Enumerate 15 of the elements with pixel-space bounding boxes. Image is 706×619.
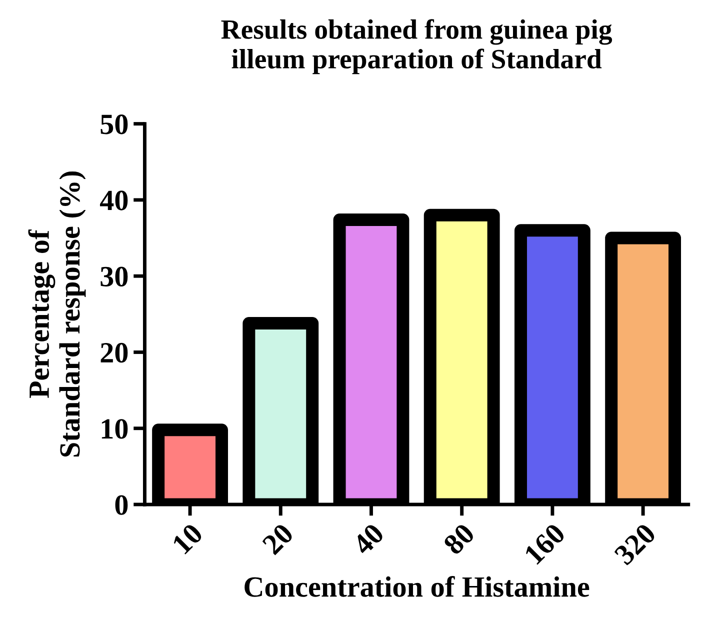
x-tick-label: 40 [351,522,385,556]
y-axis-title: Percentage of Standard response (%) [28,171,86,457]
y-tick-label: 20 [100,342,128,363]
y-tick-label: 50 [100,114,128,134]
chart-title: Results obtained from guinea pig illeum preparation of Standard [221,19,612,74]
y-tick-label: 10 [102,419,128,439]
x-axis-title: Concentration of Histamine [244,576,590,597]
x-tick-label: 80 [442,522,476,556]
x-tick-label: 20 [261,522,294,556]
x-tick-label: 10 [172,522,204,555]
y-tick-label: 40 [100,190,128,210]
y-tick-label: 30 [100,266,128,286]
x-tick-label: 320 [613,522,657,566]
x-tick-label: 160 [524,522,566,565]
y-tick-label: 0 [115,495,128,515]
